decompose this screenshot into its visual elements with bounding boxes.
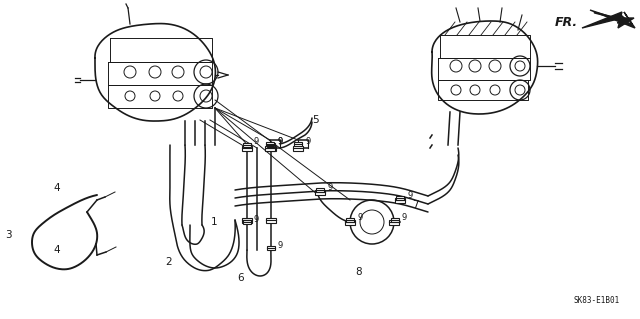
Text: 9: 9 (278, 137, 284, 146)
Text: 4: 4 (53, 245, 60, 255)
Bar (395, 198, 405, 203)
Bar (389, 220, 399, 225)
Text: 9: 9 (357, 212, 362, 221)
Bar (267, 246, 275, 250)
Text: 1: 1 (211, 217, 218, 227)
Polygon shape (582, 12, 634, 28)
Bar (265, 146, 275, 151)
Text: 9: 9 (407, 190, 412, 199)
Text: 9: 9 (402, 212, 407, 221)
Text: 9: 9 (254, 137, 259, 146)
Bar (345, 220, 355, 225)
Text: 9: 9 (254, 214, 259, 224)
Text: 7: 7 (412, 200, 419, 210)
Text: 4: 4 (53, 183, 60, 193)
Bar (243, 143, 251, 147)
Bar (293, 146, 303, 151)
Text: 2: 2 (165, 257, 172, 267)
Bar (266, 218, 276, 223)
Bar (267, 143, 275, 147)
Bar (391, 218, 399, 222)
Text: 9: 9 (278, 241, 284, 249)
Bar (346, 218, 354, 222)
Text: 9: 9 (327, 182, 332, 191)
Bar (266, 142, 274, 146)
Text: 9: 9 (305, 137, 310, 145)
Text: 9: 9 (277, 137, 282, 145)
Bar (242, 218, 252, 223)
Bar (243, 220, 251, 224)
Text: 8: 8 (355, 267, 362, 277)
Text: 5: 5 (312, 115, 319, 125)
Bar (316, 188, 324, 192)
Bar (266, 146, 276, 151)
Bar (242, 146, 252, 151)
Polygon shape (590, 10, 635, 28)
Bar (396, 196, 404, 200)
Text: FR.: FR. (555, 16, 578, 28)
Text: 6: 6 (237, 273, 244, 283)
Text: SK83-E1B01: SK83-E1B01 (573, 296, 620, 305)
Bar (294, 142, 302, 146)
Text: 3: 3 (5, 230, 12, 240)
Bar (315, 190, 325, 195)
